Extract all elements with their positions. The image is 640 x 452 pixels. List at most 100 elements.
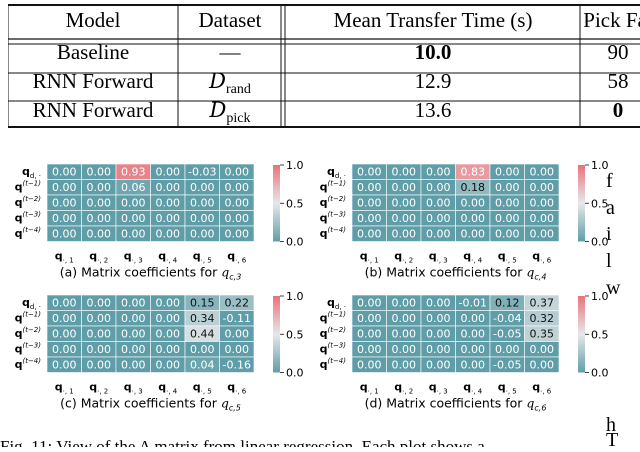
cell-value-label: 0.00 bbox=[87, 358, 112, 371]
cell-value-label: 0.00 bbox=[426, 358, 451, 371]
cell-value-label: 0.00 bbox=[225, 196, 250, 209]
header-mean-transfer-time: Mean Transfer Time (s) bbox=[334, 8, 533, 32]
cell-value-label: 0.00 bbox=[530, 181, 555, 194]
colorbar-tick-label: 0.0 bbox=[591, 236, 609, 249]
cell-value-label: 0.00 bbox=[461, 312, 486, 325]
cell-value-label: 0.00 bbox=[461, 327, 486, 340]
cell-value-label: 0.00 bbox=[121, 212, 146, 225]
cell-value-label: 0.00 bbox=[190, 196, 215, 209]
colorbar-tick-label: 1.0 bbox=[591, 159, 609, 172]
cell-value-label: 0.00 bbox=[87, 327, 112, 340]
cell-value-label: -0.01 bbox=[459, 296, 487, 309]
cell-value-label: 0.00 bbox=[190, 227, 215, 240]
cell-value-label: 0.00 bbox=[530, 227, 555, 240]
cell-value-label: 0.00 bbox=[156, 181, 181, 194]
side-text-fragment: f bbox=[606, 170, 613, 192]
col-label: q·, 4 bbox=[158, 250, 178, 265]
panel-caption: (a) Matrix coefficients for qc,3 bbox=[60, 265, 242, 282]
col-label: q·, 6 bbox=[532, 381, 552, 396]
col-label: q·, 4 bbox=[158, 381, 178, 396]
cell-value-label: 0.00 bbox=[357, 327, 382, 340]
cell-value-label: 0.00 bbox=[461, 212, 486, 225]
cell-value-label: 0.00 bbox=[530, 212, 555, 225]
panel-caption: (d) Matrix coefficients for qc,6 bbox=[365, 396, 547, 413]
row-label: q(t−3) bbox=[320, 342, 347, 356]
heatmap-cell bbox=[219, 225, 255, 242]
cell-value-label: -0.04 bbox=[493, 312, 521, 325]
heatmap-cell bbox=[219, 356, 255, 373]
cell-value-label: 0.00 bbox=[495, 227, 520, 240]
cell-value-label: 0.00 bbox=[190, 343, 215, 356]
cell-time: 12.9 bbox=[415, 69, 452, 93]
cell-value-label: 0.00 bbox=[52, 212, 77, 225]
side-text-fragment: l bbox=[606, 250, 612, 272]
cell-value-label: 0.00 bbox=[225, 165, 250, 178]
colorbar-tick-label: 0.0 bbox=[286, 236, 304, 249]
cell-value-label: 0.18 bbox=[461, 181, 486, 194]
figure-svg: qd, ·q(t−1)q(t−2)q(t−3)q(t−4)0.00 0.00 0.9… bbox=[0, 159, 621, 452]
cell-value-label: 0.00 bbox=[392, 181, 417, 194]
cell-value-label: -0.16 bbox=[223, 358, 251, 371]
figure-11: qd, · q(t−1) q(t−2) q(t−3) q(t−4) 0.00 0.00 0.9… bbox=[0, 150, 640, 452]
cell-value-label: 0.00 bbox=[156, 343, 181, 356]
cell-value-label: 0.00 bbox=[87, 296, 112, 309]
cell-value-label: 0.00 bbox=[530, 358, 555, 371]
cell-value-label: 0.00 bbox=[121, 358, 146, 371]
col-label: q·, 2 bbox=[394, 250, 413, 265]
col-label: q·, 6 bbox=[532, 250, 552, 265]
cell-value-label: 0.00 bbox=[52, 181, 77, 194]
cell-value-label: 0.00 bbox=[357, 165, 382, 178]
cell-value-label: 0.00 bbox=[52, 312, 77, 325]
cell-value-label: 0.00 bbox=[156, 296, 181, 309]
cell-value-label: 0.00 bbox=[52, 343, 77, 356]
cell-value-label: -0.03 bbox=[188, 165, 216, 178]
cell-value-label: 0.00 bbox=[121, 227, 146, 240]
cell-value-label: 0.00 bbox=[156, 165, 181, 178]
colorbar-tick-label: 1.0 bbox=[286, 159, 304, 172]
colorbar-tick-label: 1.0 bbox=[591, 290, 609, 303]
cell-value-label: 0.37 bbox=[530, 296, 555, 309]
col-label: q·, 2 bbox=[89, 250, 108, 265]
colorbar bbox=[273, 165, 280, 242]
cell-value-label: 0.00 bbox=[121, 343, 146, 356]
panel-caption: (b) Matrix coefficients for qc,4 bbox=[365, 265, 547, 282]
cell-value-label: 0.00 bbox=[87, 312, 112, 325]
cell-value-label: 0.00 bbox=[357, 227, 382, 240]
cell-value-label: 0.00 bbox=[52, 196, 77, 209]
cell-value-label: 0.00 bbox=[426, 212, 451, 225]
col-label: q·, 5 bbox=[498, 250, 517, 265]
cell-value-label: 0.32 bbox=[530, 312, 555, 325]
cell-value-label: 0.00 bbox=[426, 296, 451, 309]
colorbar-tick-label: 0.5 bbox=[591, 328, 609, 341]
colorbar bbox=[273, 296, 280, 373]
cell-value-label: 0.00 bbox=[426, 165, 451, 178]
col-label: q·, 1 bbox=[360, 250, 379, 265]
cell-time: 10.0 bbox=[415, 40, 452, 64]
panel-caption: (c) Matrix coefficients for qc,5 bbox=[60, 396, 241, 413]
cell-value-label: 0.00 bbox=[392, 212, 417, 225]
cell-value-label: 0.00 bbox=[156, 212, 181, 225]
cell-value-label: 0.00 bbox=[357, 181, 382, 194]
cell-value-label: 0.04 bbox=[190, 358, 215, 371]
cell-value-label: 0.22 bbox=[225, 296, 250, 309]
row-label: q(t−4) bbox=[15, 226, 42, 240]
cell-value-label: 0.00 bbox=[190, 212, 215, 225]
side-text-fragment: w bbox=[606, 277, 621, 299]
cell-value-label: 0.00 bbox=[392, 358, 417, 371]
cell-value-label: 0.00 bbox=[156, 196, 181, 209]
row-label: qd, · bbox=[22, 296, 41, 311]
cell-value-label: 0.00 bbox=[121, 327, 146, 340]
cell-value-label: 0.00 bbox=[530, 343, 555, 356]
cell-value-label: 0.00 bbox=[87, 227, 112, 240]
cell-value-label: 0.00 bbox=[357, 212, 382, 225]
row-label: qd, · bbox=[22, 165, 41, 180]
col-label: q·, 3 bbox=[429, 250, 448, 265]
cell-value-label: 0.00 bbox=[52, 227, 77, 240]
colorbar-tick-label: 0.0 bbox=[286, 367, 304, 380]
cell-pick-fail: 0 bbox=[613, 98, 624, 122]
cell-value-label: 0.00 bbox=[87, 165, 112, 178]
row-label: q(t−1) bbox=[15, 180, 42, 194]
row-label: qd, · bbox=[327, 165, 346, 180]
cell-value-label: 0.00 bbox=[87, 181, 112, 194]
cell-value-label: 0.34 bbox=[190, 312, 215, 325]
